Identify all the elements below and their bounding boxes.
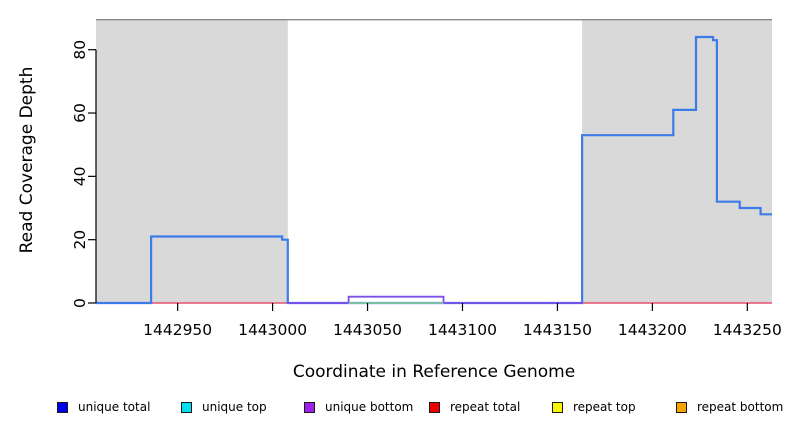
legend-label: repeat top — [573, 400, 636, 414]
legend-item-unique-total: unique total — [57, 396, 150, 418]
x-tick-label: 1443200 — [618, 321, 687, 339]
legend-swatch-icon — [552, 401, 563, 413]
x-tick-label: 1443050 — [333, 321, 402, 339]
repeat-region — [582, 19, 772, 303]
legend-item-unique-top: unique top — [181, 396, 267, 418]
repeat-region — [96, 19, 288, 303]
legend-swatch-icon — [57, 401, 68, 413]
legend-label: repeat total — [450, 400, 521, 414]
x-tick-label: 1443150 — [523, 321, 592, 339]
y-tick-label: 80 — [71, 40, 89, 60]
x-tick-label: 1443100 — [428, 321, 497, 339]
x-tick-label: 1442950 — [143, 321, 212, 339]
legend-swatch-icon — [676, 401, 687, 413]
legend: unique total unique top unique bottom repea… — [0, 396, 792, 422]
legend-swatch-icon — [181, 401, 192, 413]
legend-item-repeat-top: repeat top — [552, 396, 636, 418]
legend-swatch-icon — [429, 401, 440, 413]
y-tick-label: 20 — [71, 230, 89, 250]
legend-item-unique-bottom: unique bottom — [304, 396, 413, 418]
legend-item-repeat-total: repeat total — [429, 396, 520, 418]
legend-label: unique top — [202, 400, 267, 414]
coverage-line-unique-total — [96, 35, 772, 305]
legend-label: unique total — [78, 400, 151, 414]
y-tick-label: 0 — [71, 298, 89, 308]
legend-label: unique bottom — [325, 400, 414, 414]
coverage-line-unique-bottom — [287, 295, 583, 304]
y-axis-title: Read Coverage Depth — [17, 66, 37, 254]
legend-item-repeat-bottom: repeat bottom — [676, 396, 783, 418]
x-axis-title: Coordinate in Reference Genome — [292, 362, 576, 382]
legend-swatch-icon — [304, 401, 315, 413]
x-tick-label: 1443250 — [713, 321, 782, 339]
y-tick-label: 40 — [71, 166, 89, 186]
legend-label: repeat bottom — [697, 400, 784, 414]
y-tick-label: 60 — [71, 103, 89, 123]
x-tick-label: 1443000 — [238, 321, 307, 339]
